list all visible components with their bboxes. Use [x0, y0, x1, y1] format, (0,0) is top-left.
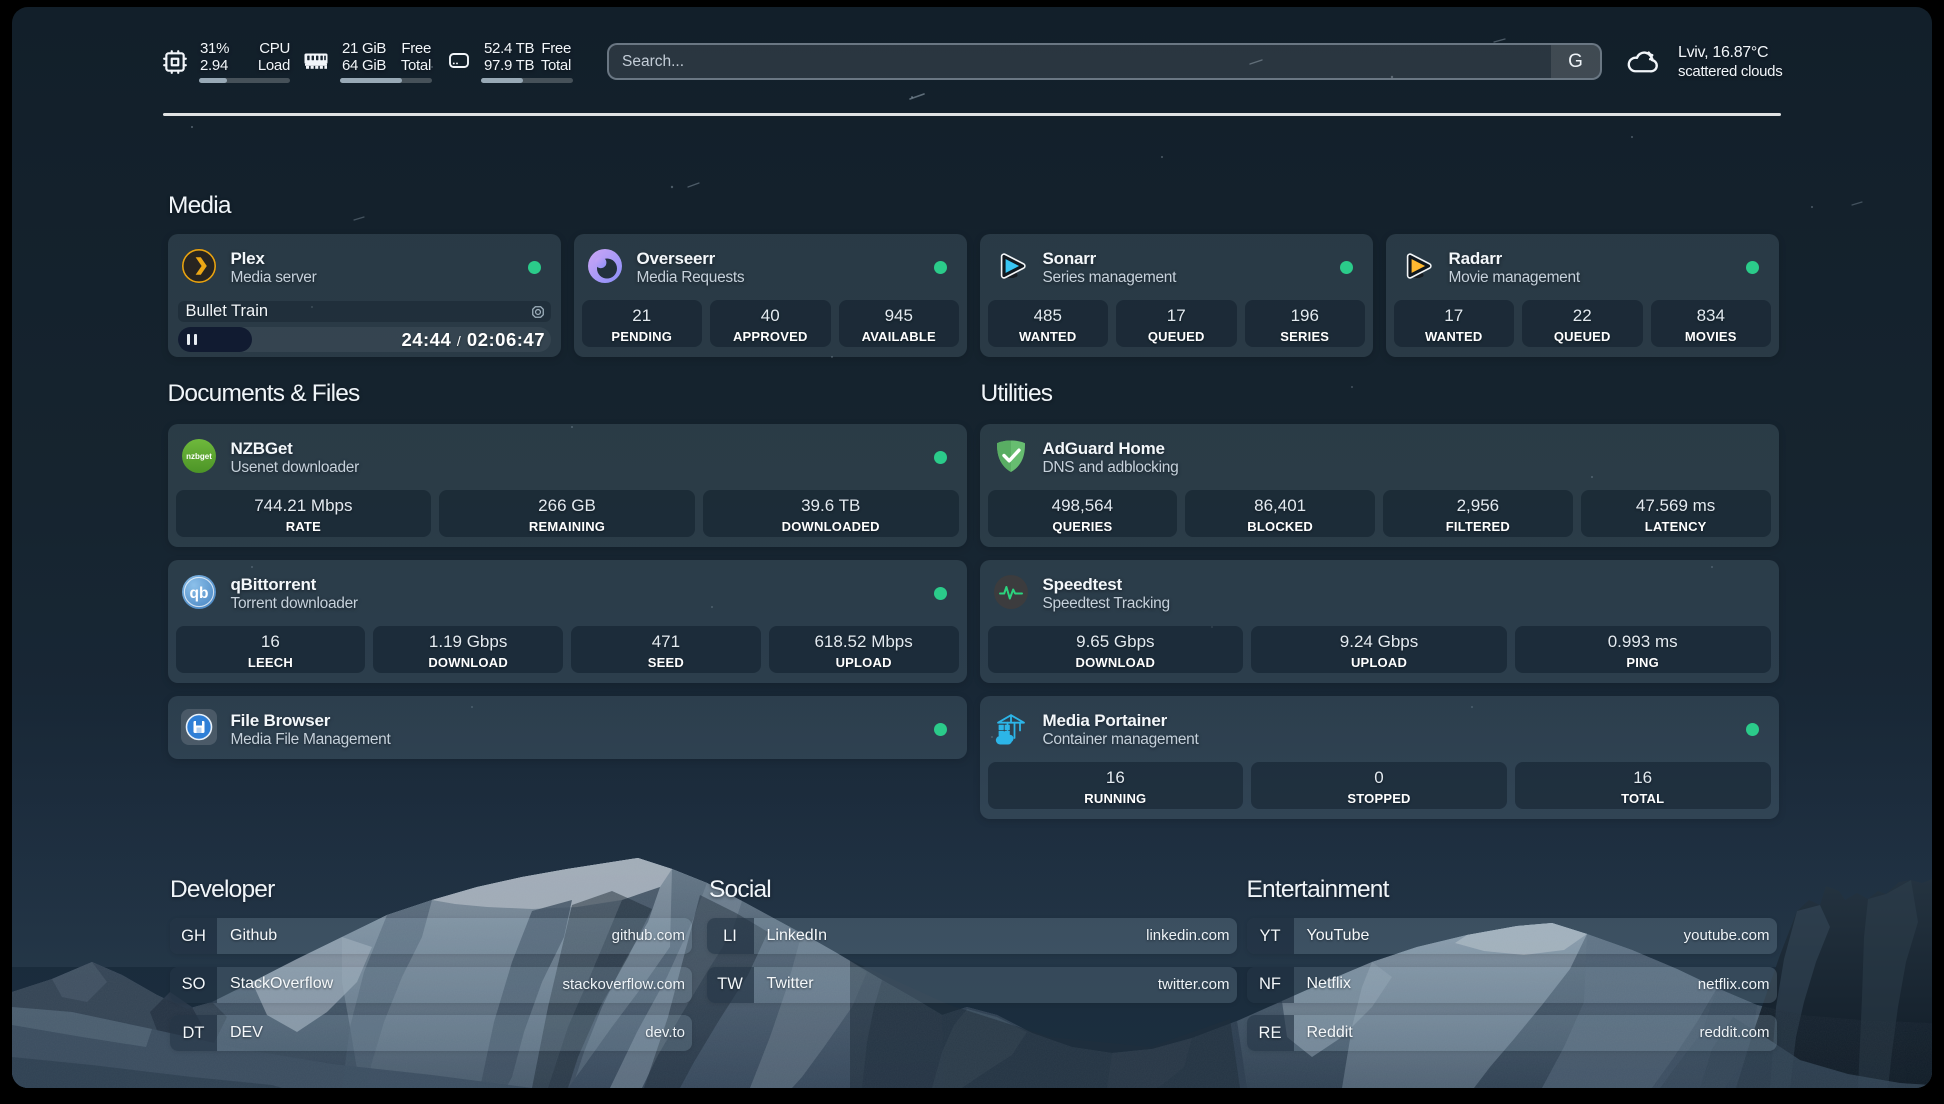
svg-text:nzbget: nzbget — [186, 452, 212, 461]
svg-text:qb: qb — [189, 584, 208, 601]
